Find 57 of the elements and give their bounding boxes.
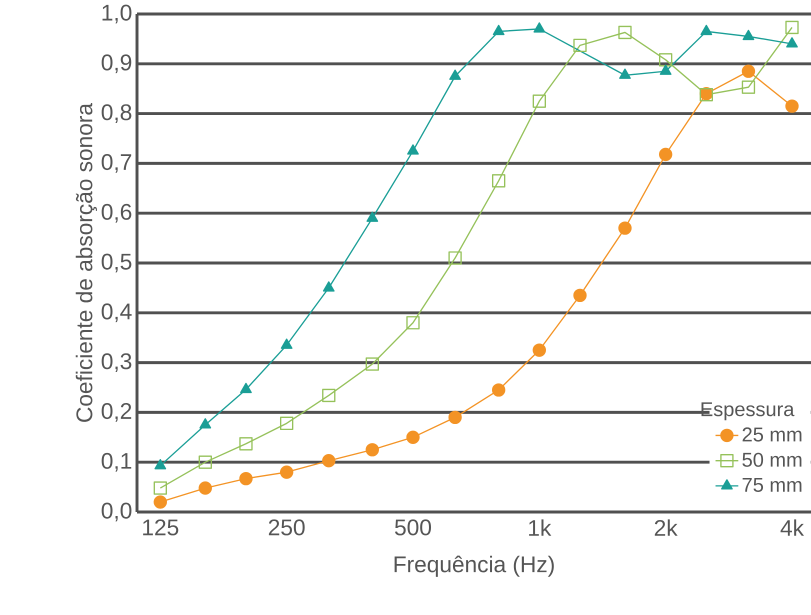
y-tick-label: 0,0 [102, 502, 132, 522]
x-tick-label: 2k [654, 519, 678, 536]
y-tick-label: 0,7 [102, 154, 132, 173]
point [239, 472, 253, 486]
y-tick-label: 0,2 [102, 403, 132, 422]
y-tick-label: 0,6 [102, 204, 132, 223]
point [322, 281, 335, 292]
point [742, 64, 756, 78]
point [154, 481, 167, 495]
point [658, 53, 672, 66]
legend-label: 50 mm [742, 452, 802, 467]
y-tick-label: 1,0 [102, 4, 132, 24]
y-axis-title: Coeficiente de absorção sonora [76, 103, 97, 422]
point [449, 70, 461, 80]
legend-label: 25 mm [742, 427, 802, 442]
point [406, 430, 420, 444]
point [366, 357, 379, 371]
y-tick-label: 0,1 [102, 452, 132, 472]
point [366, 212, 378, 222]
point [448, 410, 462, 424]
y-tick-label: 0,9 [102, 54, 132, 74]
x-axis-title: Frequência (Hz) [394, 556, 554, 577]
point [154, 459, 166, 470]
point [573, 38, 587, 52]
point [280, 465, 294, 479]
x-tick-label: 250 [268, 519, 305, 536]
point [742, 80, 756, 94]
point [322, 454, 336, 468]
point [322, 388, 336, 402]
y-tick-label: 0,4 [102, 303, 132, 322]
x-tick-label: 1k [529, 519, 552, 536]
point [154, 495, 167, 509]
y-tick-label: 0,5 [102, 254, 132, 272]
point [533, 22, 546, 33]
point [532, 94, 546, 108]
legend-label: 75 mm [742, 478, 802, 492]
point [239, 437, 253, 450]
y-tick-label: 0,8 [102, 104, 132, 123]
y-tick-label: 0,3 [102, 353, 132, 372]
x-tick-label: 500 [394, 519, 432, 536]
legend-title: Espessura [702, 402, 794, 420]
point [407, 144, 419, 155]
point [448, 251, 462, 265]
point [492, 383, 506, 397]
point [492, 174, 506, 188]
point [785, 99, 799, 113]
point [280, 338, 293, 349]
point [280, 416, 294, 430]
point [406, 316, 420, 330]
point [532, 343, 546, 357]
x-tick-label: 4k [780, 519, 804, 536]
point [573, 288, 587, 302]
point [785, 20, 799, 34]
point [240, 382, 252, 394]
x-tick-label: 125 [143, 519, 178, 536]
point [658, 148, 672, 162]
point [366, 443, 379, 456]
